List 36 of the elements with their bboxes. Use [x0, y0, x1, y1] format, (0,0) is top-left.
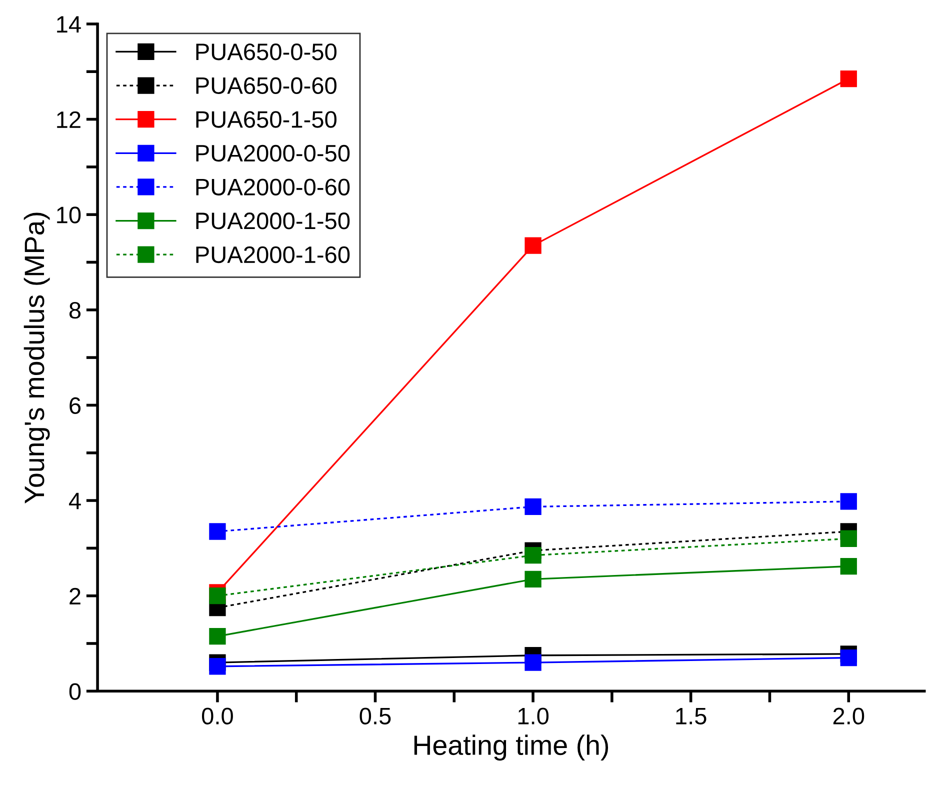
point — [524, 237, 542, 254]
point — [209, 628, 226, 645]
point — [524, 570, 542, 588]
x-tick-label: 1.5 — [676, 708, 706, 724]
point — [209, 587, 226, 604]
y-tick-label: 6 — [70, 397, 81, 414]
point — [840, 558, 857, 575]
point — [840, 649, 857, 666]
point — [840, 530, 857, 547]
x-tick-label: 0.5 — [360, 708, 391, 724]
y-tick-label: 10 — [57, 206, 81, 224]
legend-label: PUA650-0-60 — [196, 77, 336, 94]
legend-label: PUA2000-1-60 — [196, 246, 350, 264]
legend-label: PUA650-0-50 — [196, 43, 336, 60]
y-tick-label: 8 — [69, 302, 81, 319]
point — [524, 498, 542, 516]
x-tick-label: 1.0 — [518, 708, 549, 724]
y-tick-label: 12 — [57, 111, 80, 128]
legend-label: PUA2000-1-50 — [196, 212, 350, 230]
point — [524, 654, 542, 671]
point — [840, 70, 857, 88]
y-tick-label: 0 — [69, 683, 81, 700]
x-tick-label: 0.0 — [202, 708, 233, 724]
y-axis-title: Young's modulus (MPa) — [24, 212, 50, 504]
legend-label: PUA2000-0-60 — [196, 178, 350, 196]
legend-label: PUA650-1-50 — [196, 111, 336, 128]
y-tick-label: 2 — [70, 588, 80, 604]
point — [209, 523, 226, 540]
y-tick-label: 14 — [57, 16, 81, 33]
x-axis-title: Heating time (h) — [414, 734, 608, 761]
y-tick-label: 4 — [68, 492, 81, 510]
point — [209, 658, 226, 675]
x-tick-label: 2.0 — [833, 708, 864, 724]
legend-label: PUA2000-0-50 — [196, 144, 350, 162]
point — [840, 493, 857, 510]
point — [524, 546, 542, 564]
